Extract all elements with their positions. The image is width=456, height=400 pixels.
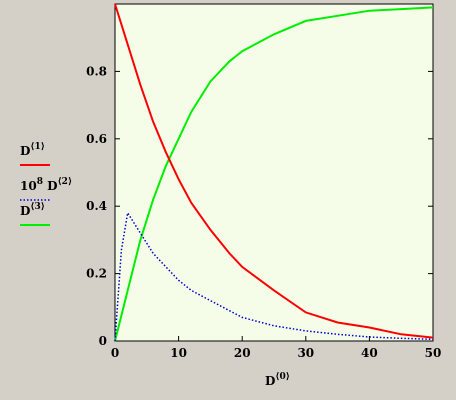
- x-tick-label: 0: [111, 346, 119, 360]
- x-tick-label: 20: [234, 346, 251, 360]
- y-tick-label: 0.2: [86, 267, 107, 281]
- y-tick-label: 0.8: [86, 64, 107, 78]
- x-tick-label: 40: [361, 346, 378, 360]
- legend-label: D⟨1⟩: [20, 142, 45, 158]
- x-tick-label: 50: [425, 346, 442, 360]
- y-tick-label: 0.6: [86, 132, 107, 146]
- series-line-2: [114, 210, 434, 342]
- series-line-3: [114, 6, 434, 342]
- plot-background: [114, 3, 434, 342]
- x-tick-label: 30: [297, 346, 314, 360]
- legend-label: D⟨3⟩: [20, 202, 45, 218]
- legend-entry-2: 108 D⟨2⟩: [20, 177, 72, 201]
- x-axis-label: D⟨0⟩: [265, 372, 290, 388]
- y-tick-label: 0: [99, 334, 107, 348]
- x-tick-label: 10: [170, 346, 187, 360]
- y-tick-label: 0.4: [86, 199, 107, 213]
- legend-label: 108 D⟨2⟩: [20, 177, 72, 193]
- legend-entry-1: D⟨1⟩: [20, 142, 50, 166]
- legend-entry-3: D⟨3⟩: [20, 202, 50, 226]
- series-line-1: [114, 3, 434, 339]
